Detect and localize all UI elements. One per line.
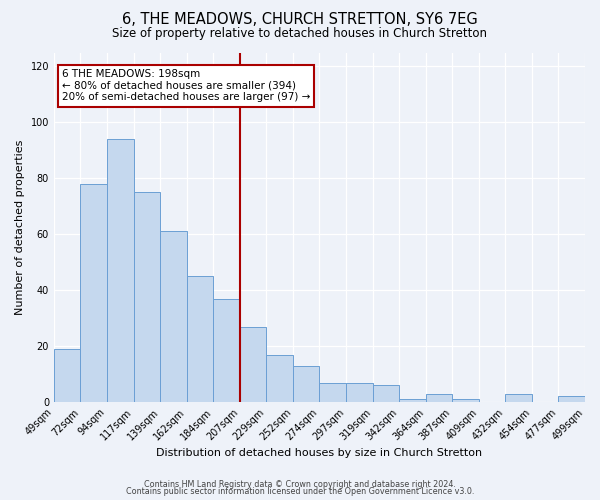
Bar [213,298,240,402]
Bar [425,394,452,402]
Bar [346,382,373,402]
Bar [160,232,187,402]
Bar [54,349,80,402]
Bar [399,400,425,402]
Bar [559,396,585,402]
Bar [80,184,107,402]
Bar [107,139,134,402]
Bar [134,192,160,402]
Bar [240,326,266,402]
Bar [187,276,213,402]
Text: Contains public sector information licensed under the Open Government Licence v3: Contains public sector information licen… [126,488,474,496]
Text: 6, THE MEADOWS, CHURCH STRETTON, SY6 7EG: 6, THE MEADOWS, CHURCH STRETTON, SY6 7EG [122,12,478,28]
Y-axis label: Number of detached properties: Number of detached properties [15,140,25,315]
Bar [452,400,479,402]
Text: Contains HM Land Registry data © Crown copyright and database right 2024.: Contains HM Land Registry data © Crown c… [144,480,456,489]
Bar [373,386,399,402]
Bar [293,366,319,402]
X-axis label: Distribution of detached houses by size in Church Stretton: Distribution of detached houses by size … [157,448,482,458]
Bar [505,394,532,402]
Bar [319,382,346,402]
Text: Size of property relative to detached houses in Church Stretton: Size of property relative to detached ho… [113,28,487,40]
Text: 6 THE MEADOWS: 198sqm
← 80% of detached houses are smaller (394)
20% of semi-det: 6 THE MEADOWS: 198sqm ← 80% of detached … [62,70,310,102]
Bar [266,354,293,402]
